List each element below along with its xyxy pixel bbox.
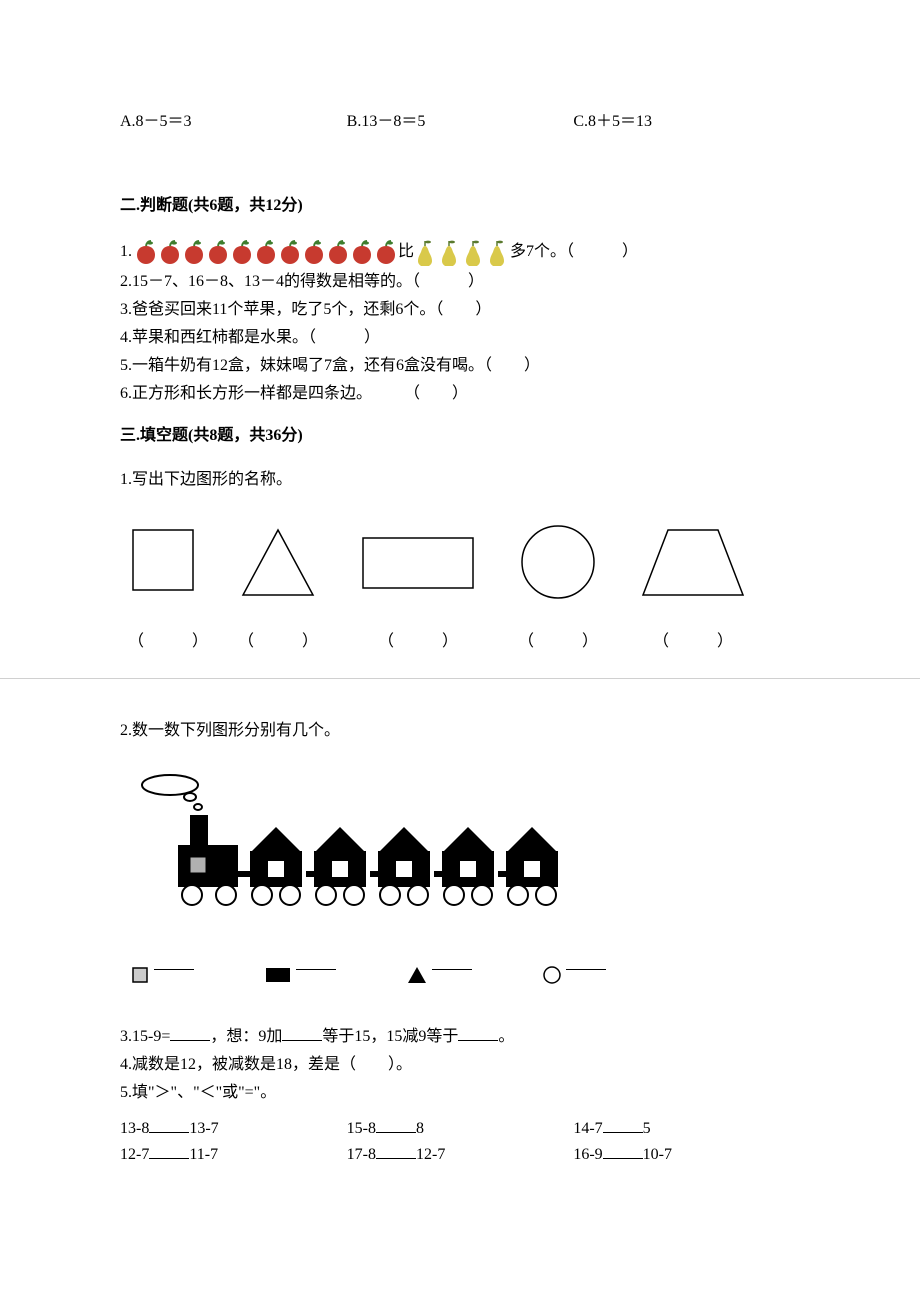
q1-prefix: 1. — [120, 240, 132, 264]
cmp: 13-8 — [120, 1120, 149, 1137]
apple-icon — [278, 238, 302, 266]
q1-suffix: 多7个。（ ） — [510, 240, 638, 264]
cmp: 10-7 — [643, 1146, 672, 1163]
blank — [603, 1117, 643, 1133]
blank — [149, 1143, 189, 1159]
pears-group — [414, 238, 510, 266]
blank — [170, 1025, 210, 1041]
s3-q2-text: 2.数一数下列图形分别有几个。 — [120, 719, 800, 743]
train-car — [370, 827, 430, 905]
train-car — [242, 827, 302, 905]
cmp: 16-9 — [573, 1146, 602, 1163]
s3-q1-text: 1.写出下边图形的名称。 — [120, 468, 800, 492]
circle-shape — [518, 520, 598, 600]
apple-icon — [206, 238, 230, 266]
train-figure — [130, 767, 800, 925]
blank — [149, 1117, 189, 1133]
s2-q3: 3.爸爸买回来11个苹果，吃了5个，还剩6个。（ ） — [120, 298, 800, 322]
apple-icon — [302, 238, 326, 266]
apple-icon — [182, 238, 206, 266]
rectangle-shape — [358, 520, 478, 600]
blank-line — [296, 969, 336, 970]
triangle-shape — [238, 520, 318, 600]
apple-icon — [374, 238, 398, 266]
s2-q2: 2.15－7、16－8、13－4的得数是相等的。（ ） — [120, 270, 800, 294]
section-2-title: 二.判断题(共6题，共12分) — [120, 194, 800, 218]
blank — [376, 1143, 416, 1159]
train-svg — [130, 767, 570, 917]
option-b: B.13－8＝5 — [347, 110, 574, 134]
s2-q4: 4.苹果和西红柿都是水果。（ ） — [120, 326, 800, 350]
section-3-title: 三.填空题(共8题，共36分) — [120, 424, 800, 448]
trapezoid-shape — [638, 520, 748, 600]
s2-q6: 6.正方形和长方形一样都是四条边。 （ ） — [120, 382, 800, 406]
option-c: C.8＋5＝13 — [573, 110, 800, 134]
pear-icon — [486, 238, 510, 266]
shapes-row — [128, 520, 800, 600]
s3-q4: 4.减数是12，被减数是18，差是（ ）。 — [120, 1053, 800, 1077]
compare-grid: 13-8 13-7 12-7 11-7 15-8 8 17-8 12-7 14-7 5 1… — [120, 1115, 800, 1169]
blank — [282, 1025, 322, 1041]
blank — [458, 1025, 498, 1041]
q3-p0: 3.15-9= — [120, 1028, 170, 1045]
compare-col-3: 14-7 5 16-9 10-7 — [573, 1115, 800, 1169]
compare-col-1: 13-8 13-7 12-7 11-7 — [120, 1115, 347, 1169]
q1-mid: 比 — [398, 240, 414, 264]
apple-icon — [254, 238, 278, 266]
blank-line — [566, 969, 606, 970]
cmp: 13-7 — [189, 1120, 218, 1137]
s3-q3: 3.15-9= ，想：9加 等于15，15减9等于 。 — [120, 1025, 800, 1049]
shape-label: （ ） — [358, 630, 478, 654]
apple-icon — [230, 238, 254, 266]
pear-icon — [438, 238, 462, 266]
cmp: 11-7 — [189, 1146, 218, 1163]
q3-p3: 。 — [498, 1028, 514, 1045]
shape-label: （ ） — [238, 630, 318, 654]
q3-p2: 等于15，15减9等于 — [322, 1028, 458, 1045]
shape-label: （ ） — [638, 630, 748, 654]
cmp: 17-8 — [347, 1146, 376, 1163]
train-car — [434, 827, 494, 905]
apple-icon — [158, 238, 182, 266]
cmp: 8 — [416, 1120, 424, 1137]
small-square-filled — [264, 966, 336, 984]
cmp: 12-7 — [120, 1146, 149, 1163]
s2-q1: 1. 比 多7个。（ ） — [120, 238, 800, 266]
apple-icon — [350, 238, 374, 266]
apples-group — [134, 238, 398, 266]
apple-icon — [134, 238, 158, 266]
apple-icon — [326, 238, 350, 266]
shape-label: （ ） — [128, 630, 198, 654]
compare-col-2: 15-8 8 17-8 12-7 — [347, 1115, 574, 1169]
shape-labels: （ ） （ ） （ ） （ ） （ ） — [128, 630, 800, 654]
blank-line — [154, 969, 194, 970]
q3-p1: ，想：9加 — [210, 1028, 282, 1045]
train-car — [306, 827, 366, 905]
small-square-outline — [130, 965, 194, 985]
mc-options: A.8－5＝3 B.13－8＝5 C.8＋5＝13 — [120, 110, 800, 134]
blank-line — [432, 969, 472, 970]
blank — [603, 1143, 643, 1159]
divider — [0, 678, 920, 679]
small-triangle-filled — [406, 965, 472, 985]
cmp: 5 — [643, 1120, 651, 1137]
square-shape — [128, 520, 198, 600]
shape-label: （ ） — [518, 630, 598, 654]
small-circle-outline — [542, 965, 606, 985]
option-a: A.8－5＝3 — [120, 110, 347, 134]
s3-q5: 5.填"＞"、"＜"或"="。 — [120, 1081, 800, 1105]
train-car — [498, 827, 558, 905]
pear-icon — [462, 238, 486, 266]
count-row — [130, 965, 800, 985]
pear-icon — [414, 238, 438, 266]
cmp: 12-7 — [416, 1146, 445, 1163]
blank — [376, 1117, 416, 1133]
cmp: 14-7 — [573, 1120, 602, 1137]
s2-q5: 5.一箱牛奶有12盒，妹妹喝了7盒，还有6盒没有喝。（ ） — [120, 354, 800, 378]
cmp: 15-8 — [347, 1120, 376, 1137]
